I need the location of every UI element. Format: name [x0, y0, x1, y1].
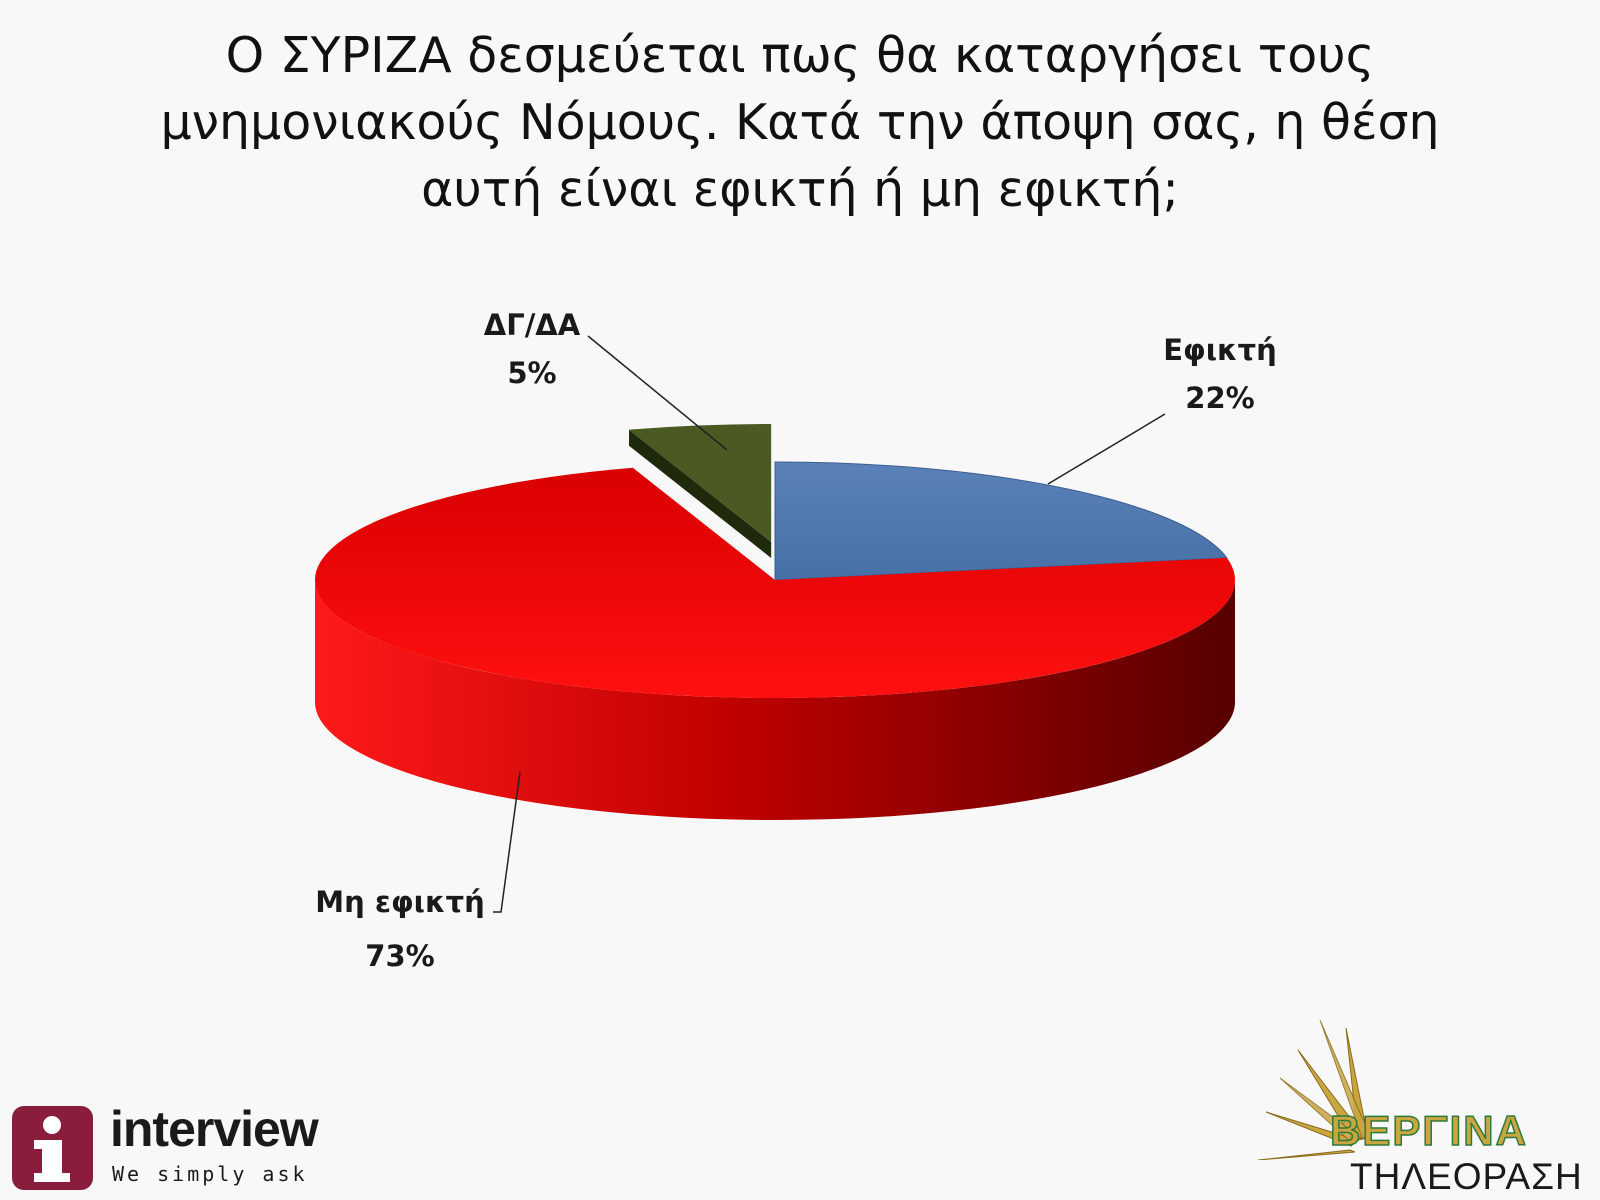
info-i-icon [12, 1106, 93, 1190]
vergina-sun-icon: ΒΕΡΓΙΝΑ [1257, 1019, 1528, 1161]
slice-value-label-2: 73% [365, 939, 434, 973]
slice-value-label-1: 22% [1185, 381, 1254, 415]
title-line-3: αυτή είναι εφικτή ή μη εφικτή; [421, 161, 1179, 218]
slice-value-label-3: 5% [507, 356, 556, 390]
title-line-2: μνημονιακούς Νόμους. Κατά την άποψη σας,… [160, 94, 1440, 151]
slice-label-1: Εφικτή [1163, 333, 1277, 367]
chart-title: Ο ΣΥΡΙΖΑ δεσμεύεται πως θα καταργήσει το… [0, 22, 1600, 223]
slice-label-3: ΔΓ/ΔΑ [484, 308, 581, 342]
leader-line-3 [587, 335, 728, 451]
vergina-logo: ΒΕΡΓΙΝΑ ΤΗΛΕΟΡΑΣΗ [1257, 1019, 1598, 1200]
leader-line-1 [1047, 413, 1166, 485]
interview-logo-name: interview [110, 1101, 319, 1157]
pie-slice-2 [314, 467, 1235, 698]
title-line-1: Ο ΣΥΡΙΖΑ δεσμεύεται πως θα καταργήσει το… [225, 27, 1375, 84]
leader-line-2 [493, 771, 521, 913]
vergina-logo-subtitle: ΤΗΛΕΟΡΑΣΗ [1350, 1156, 1583, 1197]
interview-logo-slogan: We simply ask [112, 1162, 308, 1186]
interview-logo: interview We simply ask [12, 1101, 352, 1192]
pie-slice-edge-3 [629, 429, 772, 558]
pie-slice-1 [774, 461, 1228, 581]
pie-slice-3 [629, 423, 772, 542]
pie-slice-side-2 [315, 580, 1235, 820]
slice-label-2: Μη εφικτή [315, 885, 484, 919]
vergina-logo-name: ΒΕΡΓΙΝΑ [1330, 1107, 1528, 1154]
